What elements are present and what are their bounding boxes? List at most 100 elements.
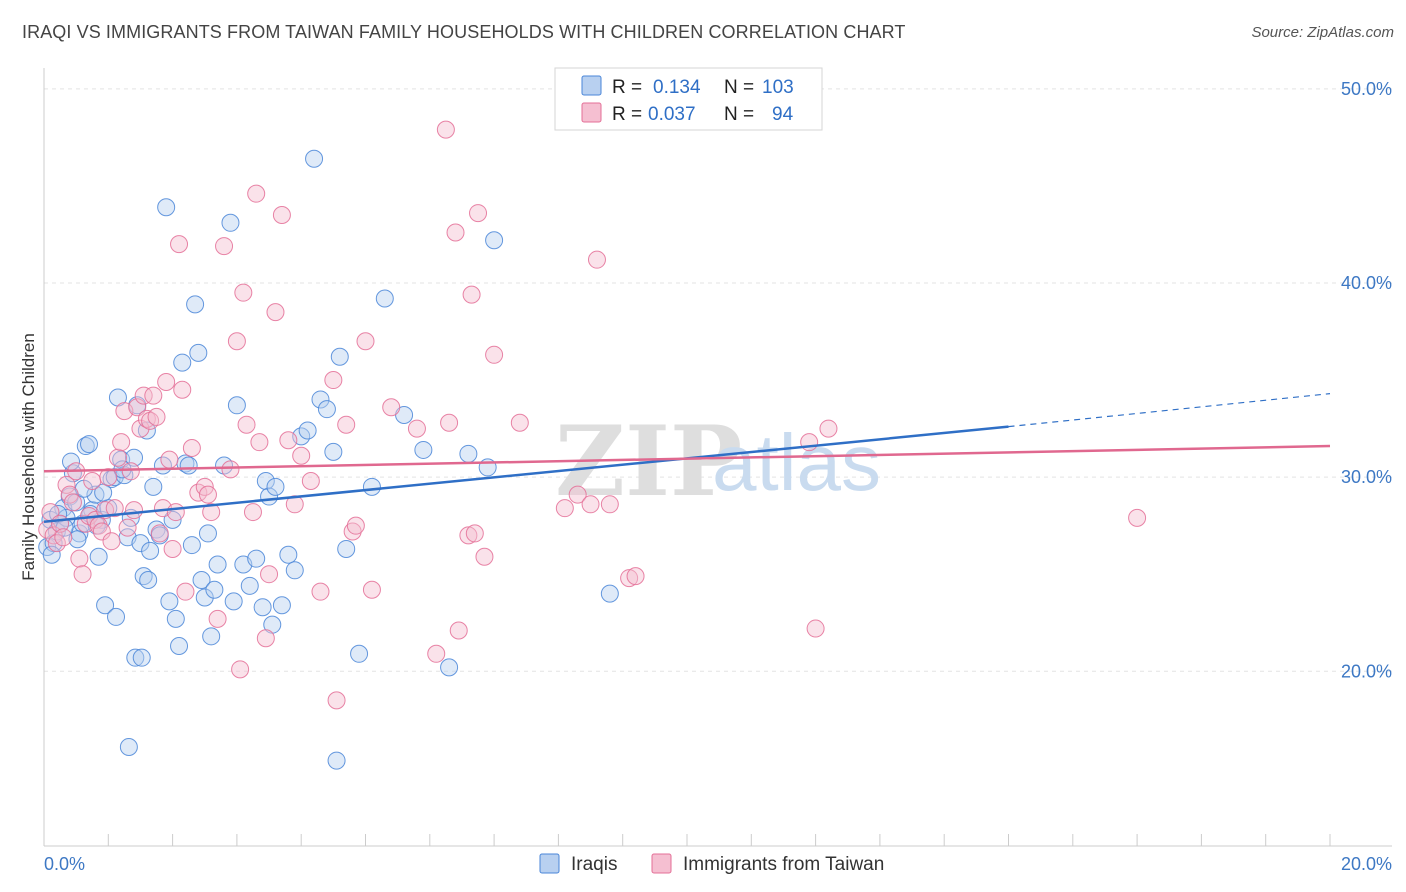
point-iraqis	[253, 598, 272, 617]
legend-r-label-taiwan: R =	[612, 104, 642, 125]
point-iraqis	[192, 571, 211, 590]
point-taiwan	[475, 547, 494, 566]
point-iraqis	[189, 343, 208, 362]
legend-r-label-iraqis: R =	[612, 77, 642, 98]
source-label: Source: ZipAtlas.com	[1251, 24, 1394, 41]
point-iraqis	[195, 588, 214, 607]
point-iraqis	[414, 440, 433, 459]
point-iraqis	[107, 607, 126, 626]
point-taiwan	[150, 524, 169, 543]
point-iraqis	[198, 524, 217, 543]
point-iraqis	[459, 444, 478, 463]
point-iraqis	[224, 592, 243, 611]
point-taiwan	[459, 526, 478, 545]
point-taiwan	[337, 415, 356, 434]
point-taiwan	[327, 691, 346, 710]
bottom-legend: Iraqis Immigrants from Taiwan	[539, 853, 884, 875]
point-iraqis	[600, 584, 619, 603]
point-iraqis	[240, 576, 259, 595]
y-tick-labels: 20.0% 30.0% 40.0% 50.0%	[1341, 79, 1392, 681]
point-taiwan	[620, 569, 639, 588]
point-iraqis	[208, 555, 227, 574]
point-taiwan	[70, 549, 89, 568]
point-iraqis	[80, 435, 99, 454]
point-taiwan	[346, 516, 365, 535]
legend-n-value-taiwan: 94	[772, 104, 794, 125]
point-iraqis	[182, 536, 201, 555]
point-iraqis	[247, 549, 266, 568]
point-taiwan	[144, 386, 163, 405]
point-iraqis	[141, 541, 160, 560]
point-iraqis	[327, 751, 346, 770]
axes	[43, 68, 1392, 847]
bottom-legend-label-taiwan: Immigrants from Taiwan	[683, 854, 884, 875]
legend-r-value-iraqis: 0.134	[653, 77, 701, 98]
legend-n-label-taiwan: N =	[724, 104, 754, 125]
x-tick-labels: 0.0% 20.0%	[44, 854, 1392, 874]
point-taiwan	[243, 503, 262, 522]
point-taiwan	[166, 503, 185, 522]
point-taiwan	[301, 472, 320, 491]
point-taiwan	[99, 468, 118, 487]
point-taiwan	[382, 398, 401, 417]
point-taiwan	[176, 582, 195, 601]
x-tick-marks	[107, 834, 1331, 846]
point-iraqis	[227, 396, 246, 415]
point-taiwan	[173, 380, 192, 399]
point-taiwan	[234, 283, 253, 302]
point-taiwan	[112, 433, 131, 452]
point-iraqis	[170, 637, 189, 656]
point-taiwan	[555, 499, 574, 518]
point-taiwan	[260, 565, 279, 584]
point-iraqis	[317, 400, 336, 419]
point-iraqis	[179, 456, 198, 475]
point-iraqis	[160, 592, 179, 611]
point-taiwan	[54, 528, 73, 547]
point-taiwan	[440, 413, 459, 432]
chart-title: IRAQI VS IMMIGRANTS FROM TAIWAN FAMILY H…	[22, 22, 906, 42]
point-taiwan	[227, 332, 246, 351]
point-taiwan	[128, 398, 147, 417]
point-iraqis	[76, 437, 95, 456]
point-taiwan	[469, 204, 488, 223]
point-iraqis	[139, 571, 158, 590]
y-tick-label: 50.0%	[1341, 79, 1392, 99]
point-iraqis	[125, 448, 144, 467]
point-iraqis	[157, 198, 176, 217]
point-taiwan	[356, 332, 375, 351]
point-iraqis	[131, 534, 150, 553]
legend-swatch-taiwan	[581, 102, 602, 123]
point-iraqis	[144, 477, 163, 496]
point-taiwan	[121, 462, 140, 481]
point-taiwan	[279, 431, 298, 450]
point-taiwan	[125, 501, 144, 520]
y-tick-label: 20.0%	[1341, 661, 1392, 681]
point-iraqis	[132, 648, 151, 667]
point-taiwan	[266, 303, 285, 322]
point-iraqis	[68, 530, 87, 549]
point-iraqis	[96, 596, 115, 615]
point-taiwan	[92, 522, 111, 541]
x-tick-label-max: 20.0%	[1341, 854, 1392, 874]
point-taiwan	[118, 518, 137, 537]
point-iraqis	[337, 539, 356, 558]
point-iraqis	[205, 580, 224, 599]
point-iraqis	[375, 289, 394, 308]
point-taiwan	[256, 629, 275, 648]
point-iraqis	[485, 231, 504, 250]
point-taiwan	[231, 660, 250, 679]
point-taiwan	[462, 285, 481, 304]
point-taiwan	[250, 433, 269, 452]
point-taiwan	[568, 485, 587, 504]
point-taiwan	[108, 448, 127, 467]
point-iraqis	[311, 390, 330, 409]
point-iraqis	[119, 737, 138, 756]
point-taiwan	[160, 450, 179, 469]
point-taiwan	[131, 419, 150, 438]
point-iraqis	[266, 477, 285, 496]
point-taiwan	[83, 472, 102, 491]
series-taiwan-points	[38, 120, 1147, 710]
legend-box: R = 0.134 N = 103 R = 0.037 N = 94	[554, 67, 823, 131]
series-iraqis-points	[38, 149, 619, 770]
legend-n-value-iraqis: 103	[762, 77, 794, 98]
